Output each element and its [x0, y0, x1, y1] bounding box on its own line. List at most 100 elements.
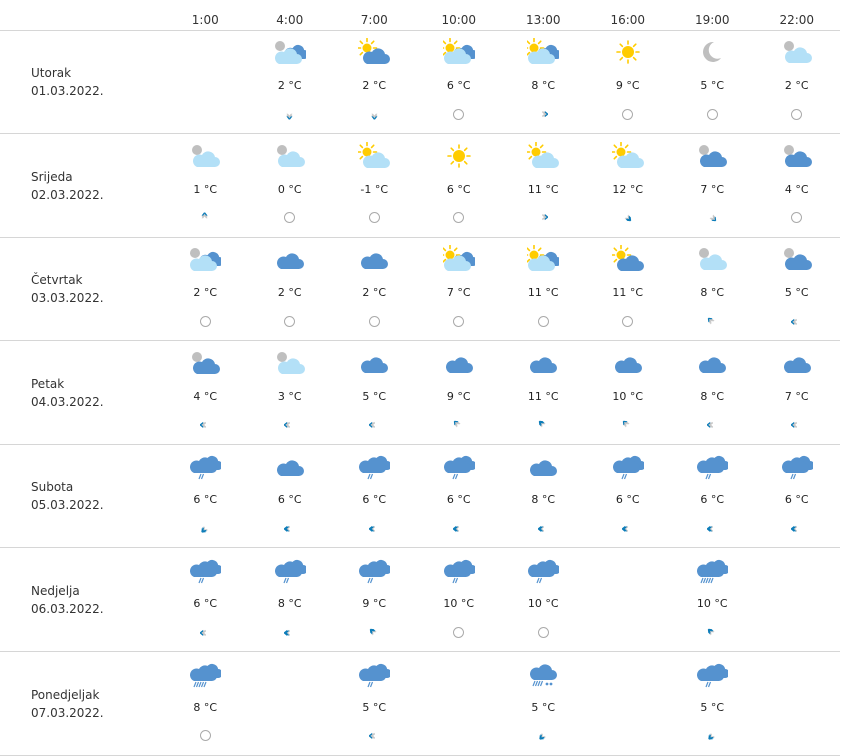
- rain-icon: [358, 660, 392, 688]
- temperature: 5 °C: [362, 700, 387, 714]
- wind-up-left-icon: › › ›: [451, 418, 466, 432]
- day-date: 03.03.2022.: [31, 291, 104, 306]
- rain-icon: [781, 452, 815, 480]
- wind-left-icon: › › ›: [794, 520, 799, 536]
- forecast-cell: 6 °C › › ›: [163, 444, 248, 547]
- wind-indicator: › › ›: [787, 520, 807, 536]
- wind-left-icon: › › ›: [371, 728, 377, 744]
- day-date: 01.03.2022.: [31, 84, 104, 98]
- forecast-cell: 0 °C: [248, 134, 333, 237]
- wind-left-icon: › › ›: [287, 624, 292, 640]
- wind-indicator: › › ›: [618, 210, 638, 226]
- temperature: 6 °C: [193, 493, 218, 507]
- temperature: 9 °C: [362, 597, 387, 610]
- rain-icon: [189, 556, 223, 584]
- wind-left-icon: › › ›: [625, 520, 630, 536]
- day-date: 06.03.2022.: [31, 602, 104, 616]
- day-row: Ponedjeljak 07.03.2022. 8 °C 5 °C › › › 5 °…: [0, 652, 840, 756]
- forecast-cell: 6 °C › › ›: [248, 444, 333, 547]
- calm-wind-icon: [199, 730, 211, 742]
- day-date: 04.03.2022.: [31, 394, 104, 409]
- day-date: 05.03.2022.: [31, 498, 104, 513]
- forecast-cell: 8 °C › › ›: [670, 237, 755, 340]
- wind-indicator: › › ›: [280, 520, 300, 536]
- wind-indicator: › › ›: [533, 417, 553, 433]
- moon-light-cloud-icon: [274, 142, 306, 170]
- wind-indicator: › › ›: [618, 520, 638, 536]
- hour-label: 7:00: [360, 13, 388, 27]
- rain-icon: [443, 556, 477, 584]
- temperature: 8 °C: [277, 597, 302, 610]
- moon-dark-cloud-icon: [189, 349, 221, 377]
- wind-up-left-icon: › › ›: [705, 625, 719, 639]
- forecast-cell: 6 °C › › ›: [586, 444, 671, 547]
- wind-indicator: › › ›: [195, 520, 215, 536]
- temperature: 6 °C: [446, 182, 471, 196]
- hour-label: 16:00: [610, 13, 646, 27]
- temperature: 9 °C: [446, 389, 471, 403]
- forecast-cell: 9 °C › › ›: [332, 548, 417, 651]
- wind-indicator: [449, 313, 469, 329]
- calm-wind-icon: [453, 315, 464, 327]
- temperature: 10 °C: [527, 597, 559, 610]
- temperature: 10 °C: [612, 389, 644, 403]
- moon-light-cloud-icon: [696, 245, 728, 273]
- calm-wind-icon: [537, 626, 549, 638]
- day-row: Petak 04.03.2022. 4 °C › › › 3 °C › › › 5 °C …: [0, 341, 840, 445]
- wind-up-left-icon: › › ›: [367, 625, 381, 639]
- temperature: 4 °C: [193, 389, 218, 403]
- forecast-cell: 4 °C: [755, 134, 840, 237]
- wind-indicator: › › ›: [449, 520, 469, 536]
- forecast-cell: 11 °C › › ›: [501, 341, 586, 444]
- wind-indicator: [449, 624, 469, 640]
- temperature: 8 °C: [700, 389, 725, 403]
- forecast-cell: 5 °C › › ›: [332, 652, 417, 755]
- cloud-icon: [527, 452, 559, 480]
- calm-wind-icon: [284, 315, 295, 327]
- forecast-cell: 1 °C › › ›: [163, 134, 248, 237]
- wind-down-right-icon: › › ›: [705, 210, 719, 225]
- temperature: 2 °C: [277, 286, 302, 300]
- temperature: 11 °C: [527, 389, 559, 403]
- forecast-cell: ★ 5 °C: [670, 30, 755, 133]
- hours-header: 1:00 4:00 7:00 10:00 13:00 16:00 19:00 22:00: [0, 0, 840, 31]
- day-row: Subota 05.03.2022. 6 °C › › › 6 °C › › › 6 °C…: [0, 444, 840, 549]
- temperature: 5 °C: [531, 700, 556, 714]
- wind-indicator: [787, 210, 807, 226]
- forecast-cell: 5 °C › › ›: [332, 341, 417, 444]
- cloud-icon: [443, 349, 475, 377]
- wind-indicator: [618, 313, 638, 329]
- forecast-cell: [586, 548, 671, 651]
- forecast-cell: 5 °C › › ›: [501, 652, 586, 755]
- wind-indicator: [533, 313, 553, 329]
- calm-wind-icon: [453, 626, 464, 638]
- wind-indicator: [195, 313, 215, 329]
- temperature: 8 °C: [531, 493, 556, 507]
- temperature: 5 °C: [784, 286, 809, 300]
- forecast-cell: 11 °C: [586, 237, 671, 340]
- day-name: Petak: [31, 376, 65, 391]
- sleet-icon: [527, 660, 559, 688]
- cloud-icon: [358, 245, 390, 273]
- sun-clouds-icon: [439, 37, 478, 66]
- temperature: 0 °C: [277, 182, 302, 196]
- rain-icon: [358, 452, 392, 480]
- hour-label: 10:00: [441, 13, 477, 27]
- wind-indicator: [195, 728, 215, 744]
- wind-indicator: › › ›: [533, 728, 553, 744]
- moon-clouds-icon: [274, 38, 309, 66]
- forecast-cell: 12 °C › › ›: [586, 134, 671, 237]
- wind-indicator: › › ›: [702, 313, 722, 329]
- sun-clouds-icon: [523, 37, 562, 66]
- sun-dark-cloud-icon: [610, 244, 644, 273]
- wind-indicator: [449, 210, 469, 226]
- wind-left-icon: › › ›: [202, 417, 208, 433]
- wind-down-right-icon: › › ›: [620, 210, 635, 225]
- rain-icon: [612, 452, 646, 480]
- forecast-cell: 5 °C › › ›: [755, 237, 840, 340]
- temperature: -1 °C: [360, 182, 389, 196]
- calm-wind-icon: [791, 212, 802, 224]
- day-name: Utorak: [31, 66, 72, 80]
- day-name: Nedjelja: [31, 584, 80, 598]
- wind-indicator: › › ›: [364, 106, 384, 122]
